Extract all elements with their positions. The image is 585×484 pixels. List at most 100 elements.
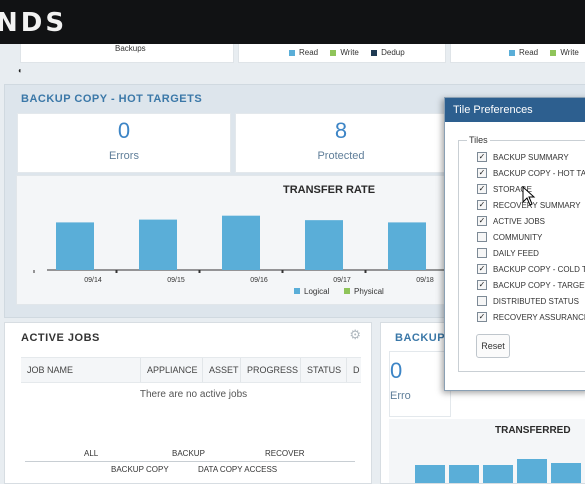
chart-bar[interactable]	[139, 219, 177, 270]
filter-divider	[25, 461, 355, 462]
tile-option[interactable]: ✓ BACKUP COPY - TARGET	[477, 280, 585, 291]
legend-read: Read	[299, 48, 319, 57]
tile-option-label: DAILY FEED	[493, 249, 539, 259]
transferred-bar	[415, 465, 445, 483]
reset-button[interactable]: Reset	[476, 334, 510, 358]
backup-right-panel: BACKUP 0 Erro TRANSFERRED	[380, 322, 585, 484]
legend-label: Physical	[354, 287, 384, 296]
legend-dedup: Dedup	[381, 48, 405, 57]
active-jobs-panel: ACTIVE JOBS ⚙ JOB NAME APPLIANCE ASSET P…	[4, 322, 372, 484]
tile-option-label: STORAGE	[493, 185, 532, 195]
tile-option[interactable]: COMMUNITY	[477, 232, 543, 243]
col-job-name[interactable]: JOB NAME	[21, 358, 141, 382]
protected-label: Protected	[317, 150, 365, 162]
chart-bar[interactable]	[388, 222, 426, 270]
gear-icon[interactable]: ⚙	[349, 327, 361, 342]
col-status[interactable]: STATUS	[301, 358, 347, 382]
right-panel-title: BACKUP	[395, 332, 446, 344]
chart-bar[interactable]	[305, 220, 343, 270]
storage-strip: Read Write Dedup	[238, 44, 446, 63]
tile-option-label: RECOVERY ASSURANCE	[493, 313, 585, 323]
checkbox[interactable]: ✓	[477, 280, 487, 290]
brand-logo: NDS	[0, 8, 68, 38]
x-tick-label: 09/18	[416, 277, 434, 284]
tiles-fieldset	[458, 140, 585, 372]
hot-targets-title: BACKUP COPY - HOT TARGETS	[21, 93, 203, 105]
protected-value: 8	[334, 118, 348, 143]
transferred-bar	[551, 463, 581, 483]
tile-option-label: BACKUP COPY - HOT TAR	[493, 169, 585, 179]
tile-option-label: RECOVERY SUMMARY	[493, 201, 581, 211]
errors-tile[interactable]: 0 Errors	[17, 113, 231, 173]
active-jobs-table-header: JOB NAME APPLIANCE ASSET PROGRESS STATUS…	[21, 357, 361, 383]
col-appliance[interactable]: APPLIANCE	[141, 358, 203, 382]
tile-option[interactable]: ✓ ACTIVE JOBS	[477, 216, 546, 227]
legend-write-2: Write	[560, 48, 579, 57]
tile-option[interactable]: ✓ BACKUP COPY - COLD TA	[477, 264, 585, 275]
tile-option[interactable]: ✓ BACKUP COPY - HOT TAR	[477, 168, 585, 179]
active-jobs-title: ACTIVE JOBS	[21, 332, 100, 344]
recovery-legend: Read Write	[509, 48, 585, 57]
right-stat-label: Erro	[390, 390, 411, 402]
tile-option-label: COMMUNITY	[493, 233, 543, 243]
checkbox[interactable]: ✓	[477, 152, 487, 162]
filter-recover[interactable]: RECOVER	[265, 449, 305, 458]
recovery-strip: Read Write	[450, 44, 585, 63]
col-progress[interactable]: PROGRESS	[241, 358, 301, 382]
checkbox[interactable]: ✓	[477, 184, 487, 194]
transferred-title: TRANSFERRED	[495, 425, 571, 436]
loading-spinner-icon: ◐	[18, 66, 23, 75]
x-tick-label: 09/14	[84, 277, 102, 284]
transferred-bar	[449, 465, 479, 483]
tile-option-label: BACKUP COPY - TARGET	[493, 281, 585, 291]
col-asset[interactable]: ASSET	[203, 358, 241, 382]
tile-option-label: BACKUP COPY - COLD TA	[493, 265, 585, 275]
tile-option-label: BACKUP SUMMARY	[493, 153, 569, 163]
checkbox[interactable]	[477, 232, 487, 242]
x-tick-label: 09/17	[333, 277, 351, 284]
checkbox[interactable]: ✓	[477, 264, 487, 274]
tile-option[interactable]: ✓ BACKUP SUMMARY	[477, 152, 569, 163]
right-stat-tile[interactable]: 0 Erro	[389, 351, 451, 417]
legend-swatch	[344, 288, 350, 294]
tile-option[interactable]: ✓ RECOVERY SUMMARY	[477, 200, 581, 211]
checkbox[interactable]: ✓	[477, 168, 487, 178]
tile-option[interactable]: DISTRIBUTED STATUS	[477, 296, 579, 307]
chart-bar[interactable]	[222, 215, 260, 270]
legend-label: Logical	[304, 287, 330, 296]
tile-option[interactable]: ✓ RECOVERY ASSURANCE	[477, 312, 585, 323]
tile-preferences-dialog: Tile Preferences Tiles ✓ BACKUP SUMMARY ✓ B…	[444, 97, 585, 391]
x-tick-label: 09/15	[167, 277, 185, 284]
checkbox[interactable]: ✓	[477, 312, 487, 322]
transferred-bar	[483, 465, 513, 483]
transferred-bar	[517, 459, 547, 483]
tile-option[interactable]: DAILY FEED	[477, 248, 539, 259]
transfer-rate-chart: 09/14 09/15 09/16 09/17 09/18 Logical Physical	[33, 215, 457, 296]
legend-write: Write	[340, 48, 359, 57]
checkbox[interactable]	[477, 296, 487, 306]
filter-data-copy-access[interactable]: DATA COPY ACCESS	[198, 465, 278, 474]
checkbox[interactable]	[477, 248, 487, 258]
errors-label: Errors	[109, 150, 139, 162]
checkbox[interactable]: ✓	[477, 216, 487, 226]
tile-option-label: ACTIVE JOBS	[493, 217, 546, 227]
x-tick-label: 09/16	[250, 277, 268, 284]
col-d[interactable]: D	[353, 365, 360, 375]
tile-option[interactable]: ✓ STORAGE	[477, 184, 532, 195]
protected-tile[interactable]: 8 Protected	[235, 113, 447, 173]
filter-all[interactable]: ALL	[84, 449, 99, 458]
tiles-group-label: Tiles	[467, 135, 490, 145]
chart-title: TRANSFER RATE	[283, 184, 376, 196]
tile-preferences-title: Tile Preferences	[445, 98, 585, 122]
filter-backup-copy[interactable]: BACKUP COPY	[111, 465, 169, 474]
backups-label: Backups	[115, 44, 146, 53]
checkbox[interactable]: ✓	[477, 200, 487, 210]
transferred-chart: TRANSFERRED	[389, 419, 585, 483]
legend-read-2: Read	[519, 48, 539, 57]
filter-backup[interactable]: BACKUP	[172, 449, 205, 458]
chart-bar[interactable]	[56, 222, 94, 270]
top-bar: NDS	[0, 0, 585, 44]
backup-summary-strip: Backups	[20, 44, 234, 63]
right-stat-value: 0	[390, 358, 403, 383]
mouse-cursor-icon	[522, 186, 536, 206]
